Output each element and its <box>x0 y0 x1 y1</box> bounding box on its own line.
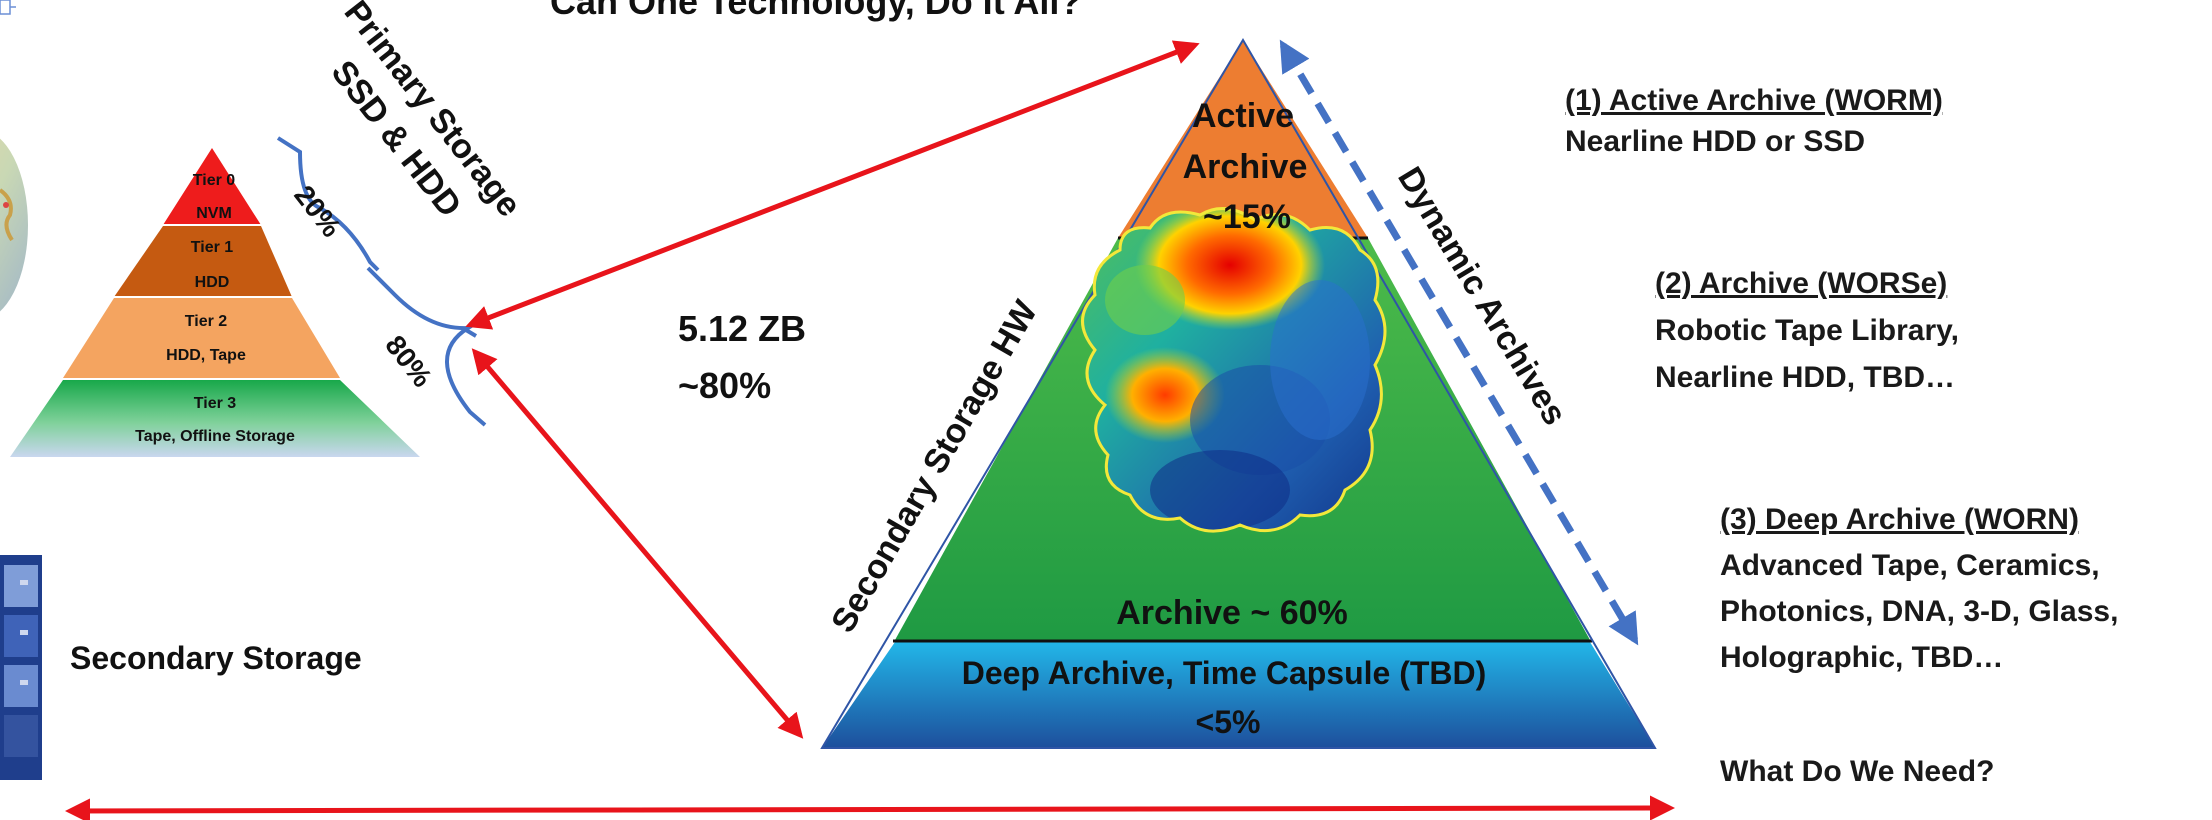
tier3-band <box>10 380 420 457</box>
active-archive-share: ~15% <box>1203 198 1291 236</box>
arrow-to-active-archive <box>465 40 1200 330</box>
tier0-media: NVM <box>196 205 232 222</box>
capacity-value: 5.12 ZB <box>678 308 806 349</box>
tier0-name: Tier 0 <box>193 172 236 189</box>
pct-80-label: 80% <box>379 330 438 393</box>
pct-20-label: 20% <box>288 180 347 243</box>
question-label: What Do We Need? <box>1720 755 1995 788</box>
tier2-description: (2) Archive (WORSe) Robotic Tape Library… <box>1655 260 1959 401</box>
capacity-share: ~80% <box>678 365 771 406</box>
arrow-to-deep-archive <box>471 348 804 739</box>
tier2-name: Tier 2 <box>185 313 228 330</box>
tier2-detail-2: Nearline HDD, TBD… <box>1655 361 1956 394</box>
globe-image <box>0 138 28 312</box>
tier2-media: HDD, Tape <box>166 347 246 364</box>
tier2-band <box>63 298 340 378</box>
tier3-detail-1: Advanced Tape, Ceramics, <box>1720 549 2100 582</box>
brace-20 <box>276 136 380 272</box>
tier1-band <box>114 226 292 297</box>
tier3-name: Tier 3 <box>194 395 237 412</box>
archive-share-label: Archive ~ 60% <box>1116 594 1348 632</box>
dynamic-archives-arrow <box>1279 39 1639 646</box>
file-cabinet-image <box>0 555 42 780</box>
tier0-band <box>163 148 261 225</box>
tier2-title: (2) Archive (WORSe) <box>1655 267 1948 300</box>
storage-tier-pyramid: Tier 0 NVM Tier 1 HDD Tier 2 HDD, Tape T… <box>10 148 420 457</box>
bottom-span-arrow <box>65 795 1675 820</box>
tier1-media: HDD <box>195 274 230 291</box>
tier3-description: (3) Deep Archive (WORN) Advanced Tape, C… <box>1720 497 2118 681</box>
secondary-storage-label: Secondary Storage <box>70 640 362 676</box>
tier3-detail-3: Holographic, TBD… <box>1720 641 2004 674</box>
slide-title: Can One Technology, Do It All? <box>550 0 1081 22</box>
tier3-title: (3) Deep Archive (WORN) <box>1720 503 2079 536</box>
tier1-title: (1) Active Archive (WORM) <box>1565 84 1943 117</box>
document-icon <box>0 0 16 15</box>
tier1-description: (1) Active Archive (WORM) Nearline HDD o… <box>1565 80 1943 162</box>
red-arrows <box>65 40 1675 820</box>
deep-archive-label: Deep Archive, Time Capsule (TBD) <box>962 655 1487 691</box>
archive-pyramid: Active Archive ~15% Archive ~ 60% Deep A… <box>820 38 1657 749</box>
tier2-detail-1: Robotic Tape Library, <box>1655 314 1959 347</box>
tier3-media: Tape, Offline Storage <box>135 428 295 445</box>
active-archive-line1: Active <box>1192 97 1294 135</box>
tier1-name: Tier 1 <box>191 239 234 256</box>
tier1-detail: Nearline HDD or SSD <box>1565 125 1866 158</box>
tier3-detail-2: Photonics, DNA, 3-D, Glass, <box>1720 595 2119 628</box>
deep-archive-share: <5% <box>1196 704 1261 740</box>
active-archive-line2: Archive <box>1183 148 1308 186</box>
deep-archive-band <box>822 642 1655 748</box>
